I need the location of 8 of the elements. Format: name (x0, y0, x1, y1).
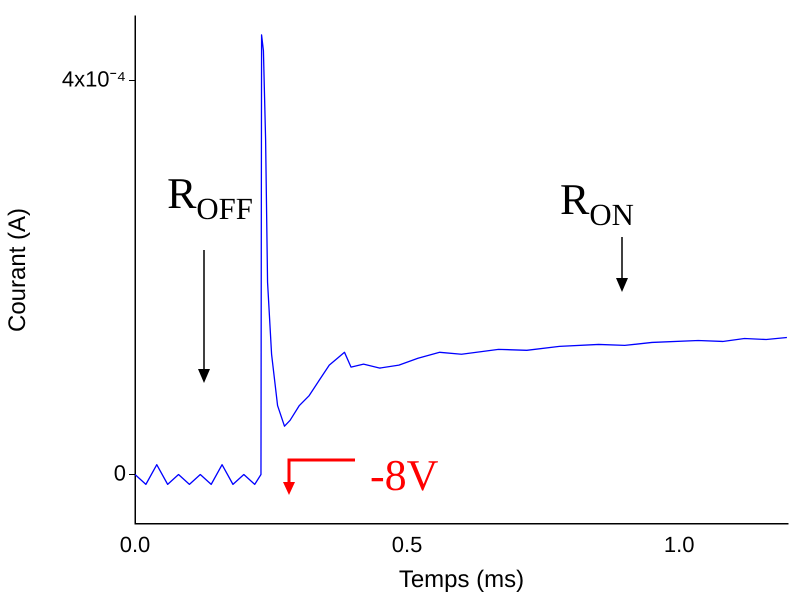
y-axis-title: Courant (A) (4, 208, 32, 332)
x-tick-label: 1.0 (664, 532, 694, 558)
x-tick-label: 0.5 (392, 532, 422, 558)
x-tick-label: 0.0 (120, 532, 150, 558)
annotation: -8V (370, 451, 439, 500)
x-axis-title: Temps (ms) (398, 566, 524, 594)
y-tick-label: 4x10⁻⁴ (62, 66, 126, 92)
y-tick-label: 0 (114, 460, 126, 486)
